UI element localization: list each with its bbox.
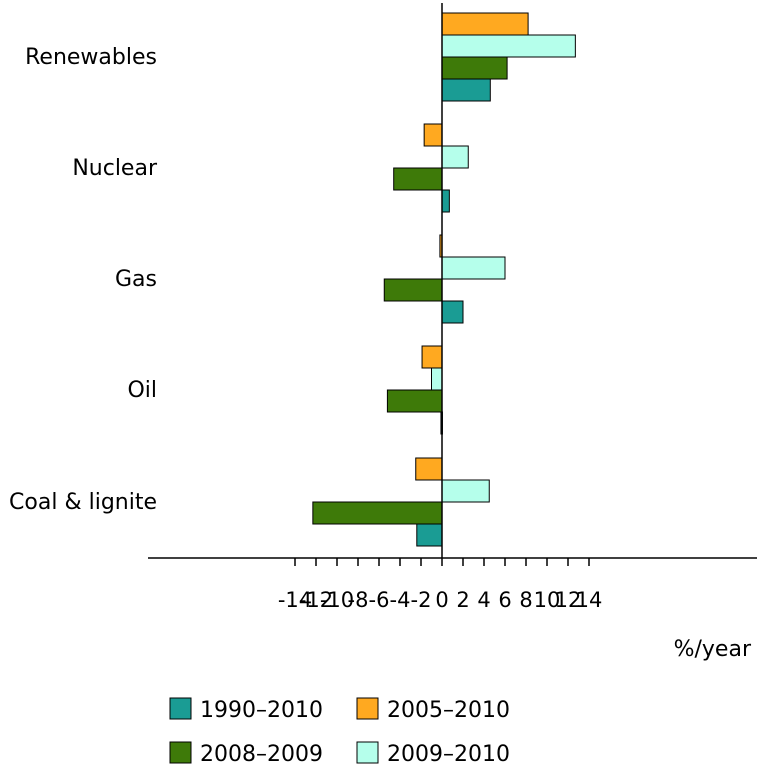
bar-gas-2008-2009: [383, 278, 443, 302]
bar-oil-2008-2009: [386, 389, 443, 413]
bar-gas-1990-2010: [441, 300, 464, 324]
x-tick-label: 12: [555, 588, 582, 612]
x-tick-label: 6: [498, 588, 511, 612]
bar-renewables-2008-2009: [441, 56, 508, 80]
legend-label-2005-2010: 2005–2010: [387, 698, 510, 723]
bar-nuclear-2008-2009: [393, 167, 443, 191]
legend-swatch-2008-2009: [169, 741, 192, 764]
legend-label-1990-2010: 1990–2010: [200, 698, 323, 723]
x-tick-label: 0: [435, 588, 448, 612]
x-tick-label: -4: [390, 588, 411, 612]
bar-coal-and-lignite-2008-2009: [312, 501, 443, 525]
x-tick-label: 4: [477, 588, 490, 612]
x-tick-label: 10: [534, 588, 561, 612]
bar-coal-and-lignite-2009-2010: [441, 479, 490, 503]
legend-label-2009-2010: 2009–2010: [387, 742, 510, 767]
bar-renewables-2005-2010: [441, 12, 529, 36]
legend: 1990–2010 2005–2010 2008–2009 2009–2010: [169, 697, 510, 767]
category-labels: Renewables Nuclear Gas Oil Coal & lignite: [9, 45, 158, 515]
x-tick-label: -6: [369, 588, 390, 612]
x-tick-label: 2: [456, 588, 469, 612]
bar-nuclear-2009-2010: [441, 145, 469, 169]
bar-coal-and-lignite-2005-2010: [415, 457, 443, 481]
category-label-renewables: Renewables: [25, 45, 157, 70]
legend-label-2008-2009: 2008–2009: [200, 742, 323, 767]
x-tick-label: -12: [299, 588, 333, 612]
x-tick-label: -8: [348, 588, 369, 612]
bar-oil-2005-2010: [421, 345, 443, 369]
x-tick-label: 14: [576, 588, 603, 612]
bar-nuclear-2005-2010: [423, 123, 443, 147]
legend-swatch-2005-2010: [356, 697, 379, 720]
category-label-coal-and-lignite: Coal & lignite: [9, 490, 157, 515]
legend-swatch-2009-2010: [356, 741, 379, 764]
bars-group: [312, 12, 576, 547]
x-tick-label: -14: [278, 588, 312, 612]
bar-nuclear-1990-2010: [441, 189, 450, 213]
bar-renewables-2009-2010: [441, 34, 576, 58]
category-label-gas: Gas: [115, 267, 157, 292]
bar-gas-2009-2010: [441, 256, 506, 280]
x-tick-label: 8: [519, 588, 532, 612]
category-label-nuclear: Nuclear: [72, 156, 158, 181]
bar-coal-and-lignite-1990-2010: [416, 523, 443, 547]
x-tick-label: -2: [411, 588, 432, 612]
bar-renewables-1990-2010: [441, 78, 491, 102]
x-tick-label: -10: [320, 588, 354, 612]
bar-oil-2009-2010: [431, 367, 443, 391]
category-label-oil: Oil: [127, 378, 157, 403]
x-axis-unit-label: %/year: [674, 637, 752, 662]
legend-swatch-1990-2010: [169, 697, 192, 720]
